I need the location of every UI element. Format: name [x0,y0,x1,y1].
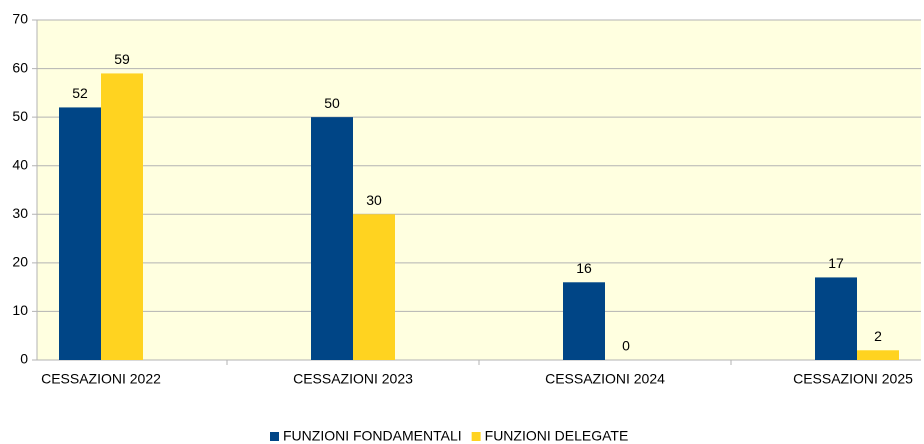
bar [563,282,605,360]
x-tick-label: CESSAZIONI 2024 [545,371,665,387]
y-tick-label: 0 [20,351,28,367]
x-tick-label: CESSAZIONI 2022 [41,371,161,387]
bar [857,350,899,360]
y-tick-label: 60 [12,59,28,75]
y-tick-label: 70 [12,11,28,27]
data-label: 59 [114,51,130,67]
bar [311,117,353,361]
legend-swatch [270,432,279,441]
y-tick-label: 50 [12,108,28,124]
legend-swatch [471,432,481,441]
data-label: 2 [874,328,882,344]
y-tick-label: 30 [12,205,28,221]
data-label: 50 [324,95,340,111]
bar [353,214,395,360]
legend-label: FUNZIONI FONDAMENTALI [283,428,462,444]
bar [815,277,857,360]
bar [59,107,101,360]
x-tick-label: CESSAZIONI 2025 [793,371,913,387]
y-tick-label: 10 [12,302,28,318]
legend-label: FUNZIONI DELEGATE [485,428,629,444]
y-tick-label: 40 [12,156,28,172]
bar [101,73,143,360]
y-tick-label: 20 [12,254,28,270]
x-tick-label: CESSAZIONI 2023 [293,371,413,387]
data-label: 16 [576,260,592,276]
data-label: 30 [366,192,382,208]
plot-area [37,20,921,360]
data-label: 17 [828,255,844,271]
data-label: 0 [622,338,630,354]
data-label: 52 [72,85,88,101]
